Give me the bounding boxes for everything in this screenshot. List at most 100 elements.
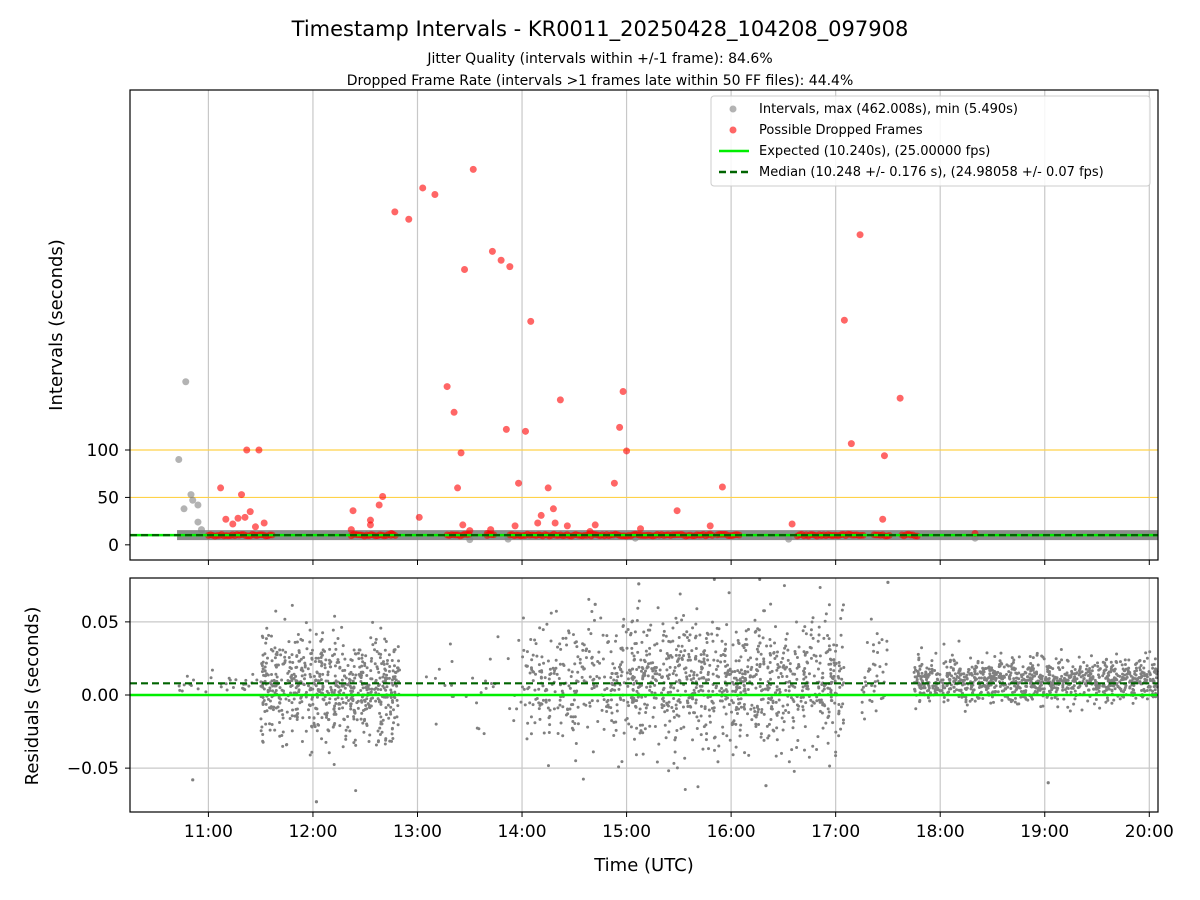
residual-point <box>312 722 315 725</box>
residual-point <box>545 699 548 702</box>
residual-point <box>988 684 991 687</box>
residual-point <box>819 662 822 665</box>
residual-point <box>873 690 876 693</box>
residual-point <box>872 643 875 646</box>
residual-point <box>1055 657 1058 660</box>
dropped-frame-point-8 <box>252 523 259 530</box>
residual-point <box>334 713 337 716</box>
residual-point <box>337 661 340 664</box>
residual-point <box>784 689 787 692</box>
residual-point <box>763 739 766 742</box>
residual-point <box>255 679 258 682</box>
residual-point <box>705 738 708 741</box>
residual-point <box>682 654 685 657</box>
residual-point <box>281 713 284 716</box>
residual-point <box>930 659 933 662</box>
residual-point <box>1102 671 1105 674</box>
residual-point <box>291 604 294 607</box>
residual-point <box>262 667 265 670</box>
residual-point <box>364 700 367 703</box>
residual-point <box>693 689 696 692</box>
residual-point <box>826 650 829 653</box>
residual-point <box>341 697 344 700</box>
residual-point <box>951 654 954 657</box>
residual-point <box>633 654 636 657</box>
residual-point <box>289 666 292 669</box>
residual-point <box>1019 687 1022 690</box>
residual-point <box>395 715 398 718</box>
residual-point <box>348 729 351 732</box>
residual-point <box>349 685 352 688</box>
residual-point <box>296 718 299 721</box>
residual-point <box>1121 663 1124 666</box>
residual-point <box>984 667 987 670</box>
residual-point <box>683 649 686 652</box>
residual-point <box>988 675 991 678</box>
residual-point <box>643 703 646 706</box>
residual-point <box>826 687 829 690</box>
residual-point <box>1039 674 1042 677</box>
residual-point <box>917 674 920 677</box>
residual-point <box>728 591 731 594</box>
residual-point <box>674 617 677 620</box>
residual-point <box>644 670 647 673</box>
residual-point <box>842 681 845 684</box>
residual-point <box>716 665 719 668</box>
residual-point <box>334 664 337 667</box>
residual-point <box>1113 670 1116 673</box>
residual-point <box>204 690 207 693</box>
residual-point <box>532 654 535 657</box>
residual-point <box>711 640 714 643</box>
residual-point <box>653 666 656 669</box>
residual-point <box>876 632 879 635</box>
dropped-frame-point-24 <box>451 409 458 416</box>
residual-point <box>721 726 724 729</box>
residual-point <box>1011 668 1014 671</box>
residual-point <box>687 696 690 699</box>
residual-point <box>653 696 656 699</box>
residual-point <box>948 678 951 681</box>
dropped-frame-point-36 <box>506 263 513 270</box>
residual-point <box>512 719 515 722</box>
residual-point <box>584 649 587 652</box>
residual-point <box>1073 675 1076 678</box>
dropped-frame-point-47 <box>564 522 571 529</box>
residual-point <box>357 657 360 660</box>
residual-point <box>1089 672 1092 675</box>
residual-point <box>1007 698 1010 701</box>
residual-point <box>637 686 640 689</box>
residual-point <box>282 689 285 692</box>
residual-point <box>315 707 318 710</box>
residual-point <box>384 706 387 709</box>
residual-point <box>329 686 332 689</box>
residual-point <box>1119 697 1122 700</box>
residual-point <box>640 641 643 644</box>
residual-point <box>649 662 652 665</box>
residual-point <box>559 663 562 666</box>
residual-point <box>1013 690 1016 693</box>
residual-point <box>769 644 772 647</box>
residual-point <box>271 659 274 662</box>
residual-point <box>1105 658 1108 661</box>
residual-point <box>582 778 585 781</box>
residual-point <box>988 669 991 672</box>
residual-point <box>1072 687 1075 690</box>
residual-point <box>380 701 383 704</box>
residual-point <box>786 632 789 635</box>
residual-point <box>1140 664 1143 667</box>
residual-notable-point-4 <box>886 581 889 584</box>
residual-point <box>379 688 382 691</box>
residual-point <box>635 753 638 756</box>
residual-point <box>354 673 357 676</box>
residual-point <box>1009 687 1012 690</box>
residual-point <box>591 662 594 665</box>
residual-point <box>1084 682 1087 685</box>
residual-point <box>691 626 694 629</box>
residual-point <box>868 668 871 671</box>
residual-point <box>757 650 760 653</box>
residual-point <box>716 634 719 637</box>
residual-point <box>615 679 618 682</box>
residual-point <box>782 712 785 715</box>
residual-point <box>1028 673 1031 676</box>
dropped-frame-point-38 <box>515 480 522 487</box>
